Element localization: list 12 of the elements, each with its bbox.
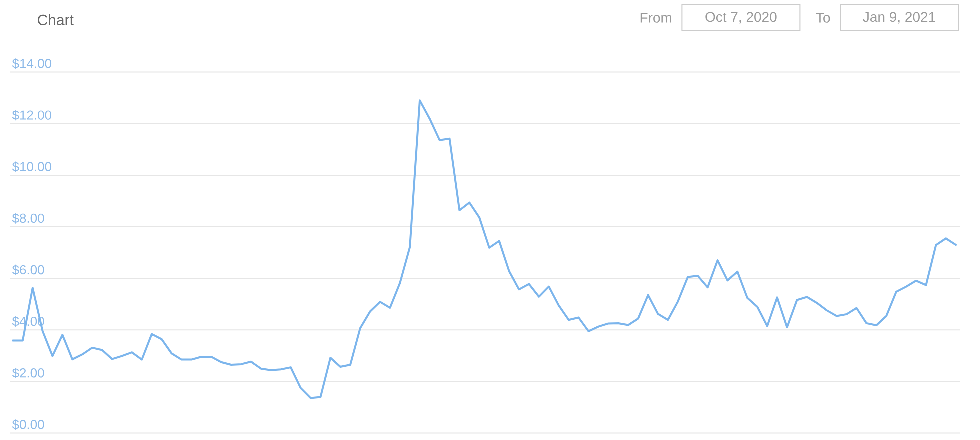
text: Oct 7, 2020 (706, 12, 777, 24)
chart-title: Chart (38, 14, 74, 26)
y-tick-label: $6.00 (12, 264, 44, 276)
y-tick-label: $0.00 (12, 420, 44, 430)
text: To (816, 13, 830, 23)
y-tick-label: $8.00 (12, 213, 44, 224)
text: Jan 9, 2021 (863, 12, 936, 24)
text: From (640, 13, 672, 23)
y-tick-label: $14.00 (12, 58, 52, 70)
y-tick-label: $2.00 (12, 368, 44, 379)
y-tick-label: $10.00 (12, 162, 52, 172)
y-tick-label: $12.00 (12, 110, 52, 121)
